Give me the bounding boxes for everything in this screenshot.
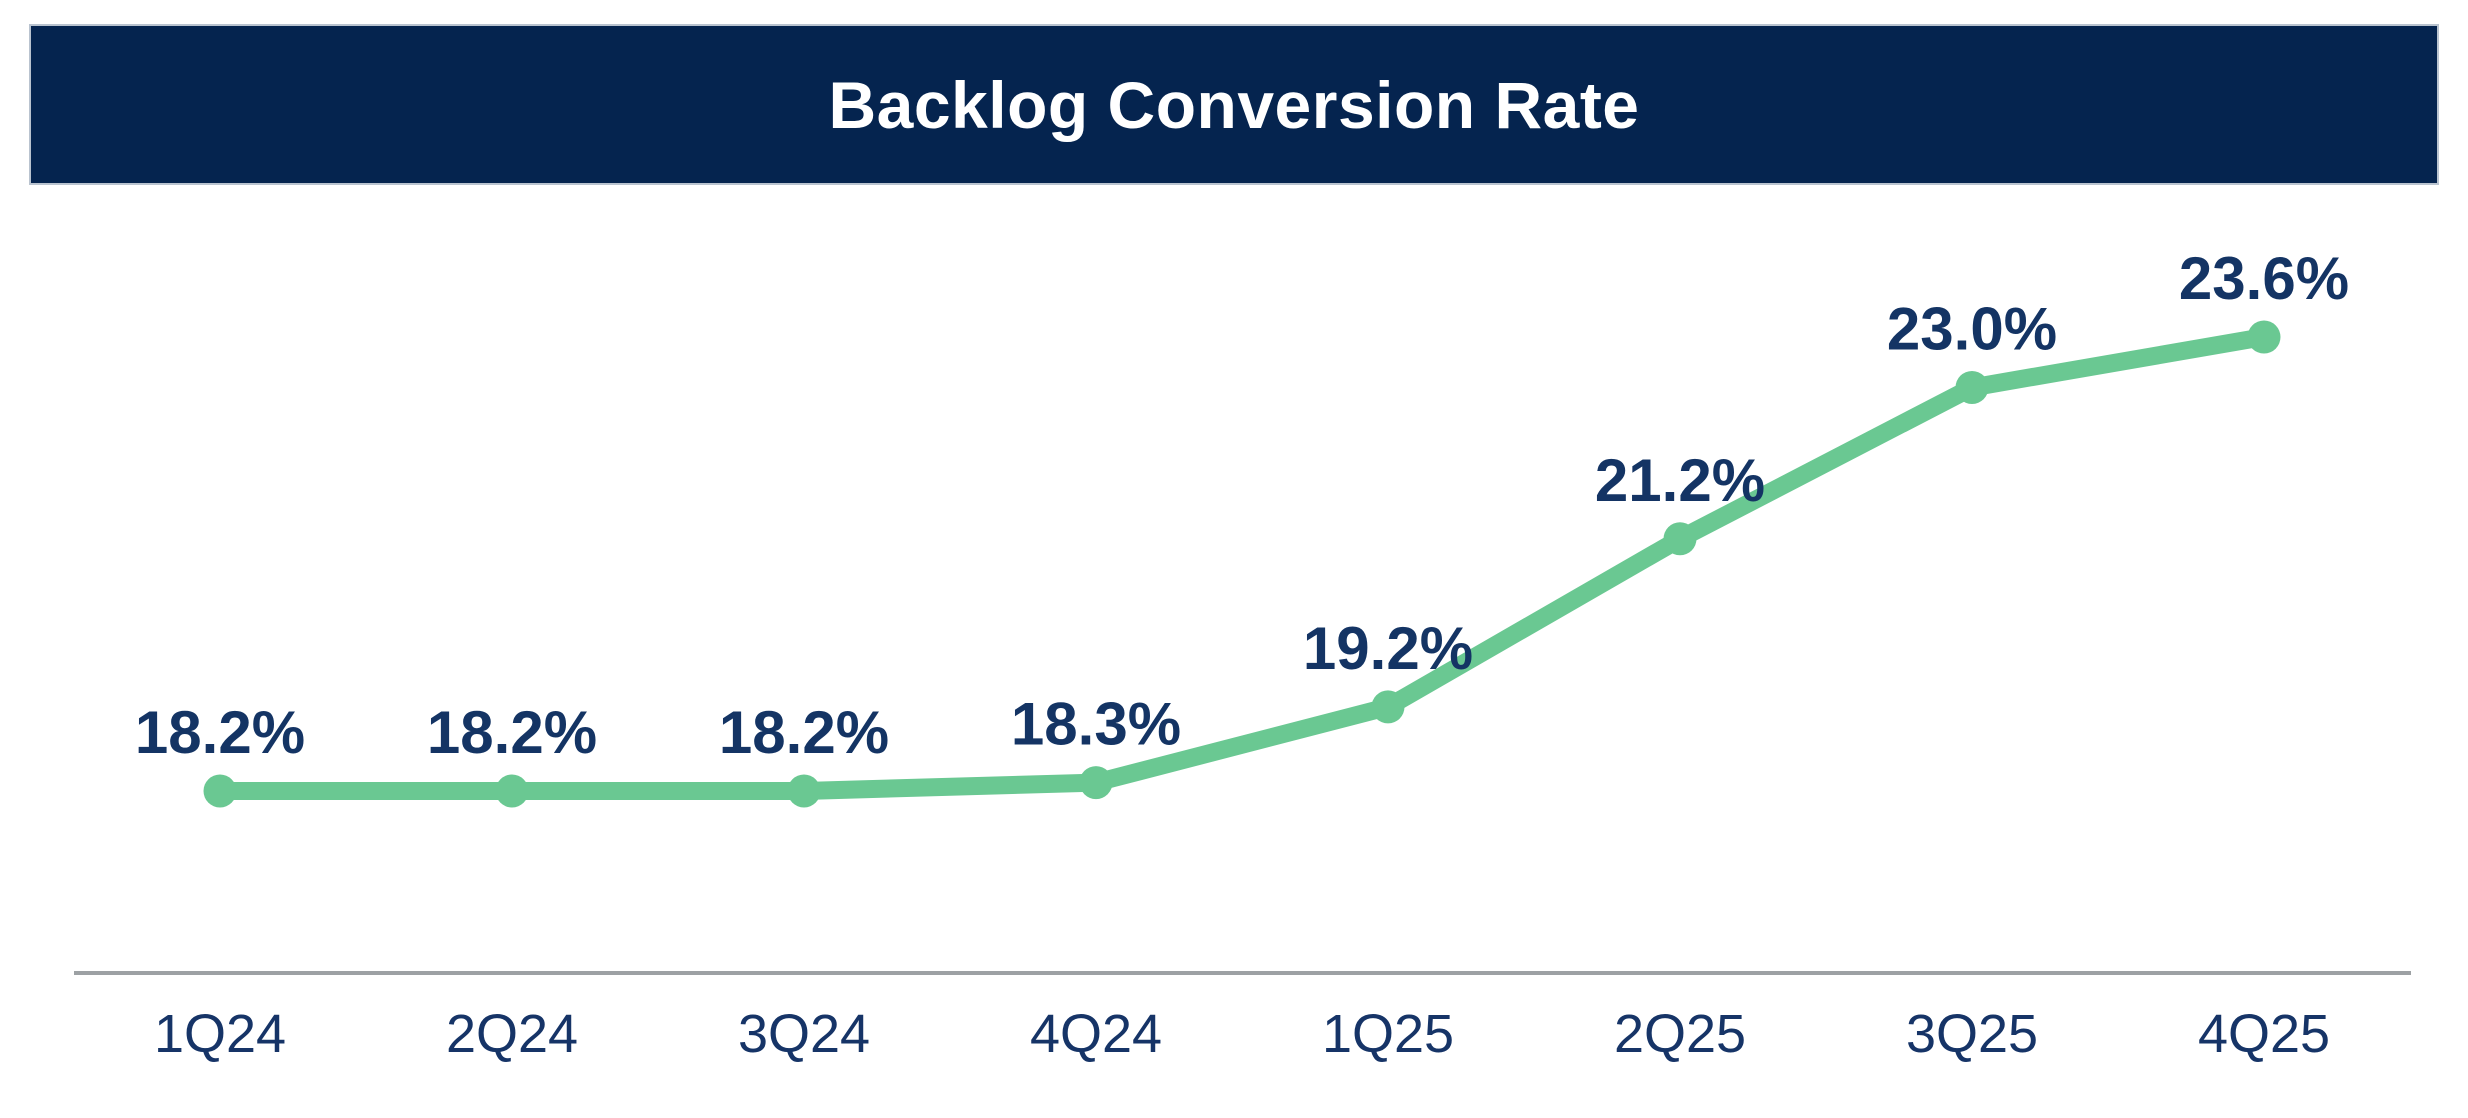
data-point-marker <box>1371 690 1405 724</box>
data-point-label: 23.6% <box>2179 245 2349 312</box>
x-tick-label: 2Q25 <box>1614 1004 1746 1064</box>
chart-title-banner: Backlog Conversion Rate <box>29 24 2439 185</box>
x-tick-label: 4Q24 <box>1030 1004 1162 1064</box>
data-point-label: 18.2% <box>427 699 597 766</box>
data-point-label: 23.0% <box>1887 295 2057 362</box>
data-point-label: 18.3% <box>1011 691 1181 758</box>
x-tick-label: 3Q24 <box>738 1004 870 1064</box>
data-point-label: 18.2% <box>135 699 305 766</box>
data-point-marker <box>1663 522 1697 556</box>
series-line <box>211 328 2273 800</box>
data-point-marker <box>203 774 237 808</box>
data-point-marker <box>1955 370 1989 404</box>
data-point-label: 18.2% <box>719 699 889 766</box>
x-tick-label: 1Q25 <box>1322 1004 1454 1064</box>
x-tick-label: 2Q24 <box>446 1004 578 1064</box>
x-tick-label: 4Q25 <box>2198 1004 2330 1064</box>
data-point-label: 19.2% <box>1303 615 1473 682</box>
data-point-marker <box>1079 766 1113 800</box>
x-tick-label: 3Q25 <box>1906 1004 2038 1064</box>
data-point-marker <box>787 774 821 808</box>
x-tick-label: 1Q24 <box>154 1004 286 1064</box>
data-point-label: 21.2% <box>1595 447 1765 514</box>
chart-title: Backlog Conversion Rate <box>828 67 1640 142</box>
data-point-marker <box>2247 320 2281 354</box>
data-point-marker <box>495 774 529 808</box>
